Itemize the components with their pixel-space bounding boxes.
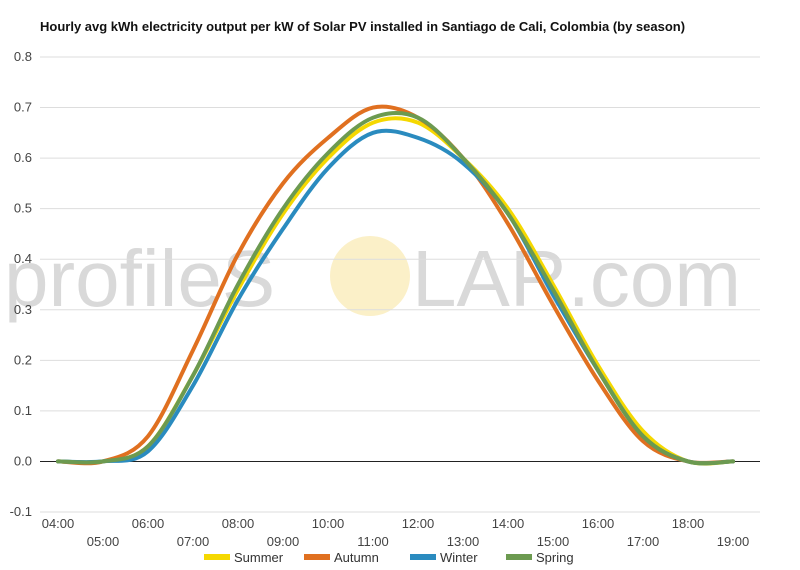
legend-swatch-spring bbox=[506, 554, 532, 560]
x-tick-label: 17:00 bbox=[627, 534, 660, 549]
series-line-autumn bbox=[56, 104, 735, 466]
x-tick-label: 18:00 bbox=[672, 516, 705, 531]
x-tick-label: 07:00 bbox=[177, 534, 210, 549]
x-tick-label: 11:00 bbox=[357, 534, 389, 549]
y-tick-label: 0.1 bbox=[14, 403, 32, 418]
x-axis: 04:00 05:00 06:00 07:00 08:00 09:00 10:00 11:00… bbox=[42, 516, 750, 549]
y-tick-label: 0.3 bbox=[14, 302, 32, 317]
y-tick-label: 0.8 bbox=[14, 49, 32, 64]
watermark-text-right: LAR.com bbox=[412, 234, 741, 323]
x-tick-label: 19:00 bbox=[717, 534, 750, 549]
legend-label-winter: Winter bbox=[440, 550, 478, 565]
legend: Summer Autumn Winter Spring bbox=[204, 550, 574, 565]
watermark-sun-icon bbox=[330, 236, 410, 316]
legend-label-spring: Spring bbox=[536, 550, 574, 565]
y-tick-label: 0.0 bbox=[14, 453, 32, 468]
legend-swatch-summer bbox=[204, 554, 230, 560]
x-tick-label: 16:00 bbox=[582, 516, 615, 531]
y-tick-label: 0.7 bbox=[14, 100, 32, 115]
x-tick-label: 14:00 bbox=[492, 516, 525, 531]
chart-title: Hourly avg kWh electricity output per kW… bbox=[40, 19, 686, 34]
x-tick-label: 13:00 bbox=[447, 534, 480, 549]
legend-swatch-winter bbox=[410, 554, 436, 560]
y-axis: -0.1 0.0 0.1 0.2 0.3 0.4 0.5 0.6 0.7 0.8 bbox=[10, 49, 32, 519]
legend-label-summer: Summer bbox=[234, 550, 284, 565]
x-tick-label: 08:00 bbox=[222, 516, 255, 531]
y-tick-label: 0.5 bbox=[14, 201, 32, 216]
series-lines bbox=[56, 104, 735, 466]
legend-swatch-autumn bbox=[304, 554, 330, 560]
x-tick-label: 09:00 bbox=[267, 534, 300, 549]
x-tick-label: 06:00 bbox=[132, 516, 165, 531]
x-tick-label: 04:00 bbox=[42, 516, 75, 531]
y-tick-label: -0.1 bbox=[10, 504, 32, 519]
x-tick-label: 10:00 bbox=[312, 516, 345, 531]
grid-lines bbox=[40, 56, 760, 513]
series-line-spring bbox=[56, 110, 735, 466]
y-tick-label: 0.6 bbox=[14, 150, 32, 165]
y-tick-label: 0.4 bbox=[14, 251, 32, 266]
x-tick-label: 15:00 bbox=[537, 534, 570, 549]
x-tick-label: 12:00 bbox=[402, 516, 435, 531]
y-tick-label: 0.2 bbox=[14, 352, 32, 367]
x-tick-label: 05:00 bbox=[87, 534, 120, 549]
legend-label-autumn: Autumn bbox=[334, 550, 379, 565]
